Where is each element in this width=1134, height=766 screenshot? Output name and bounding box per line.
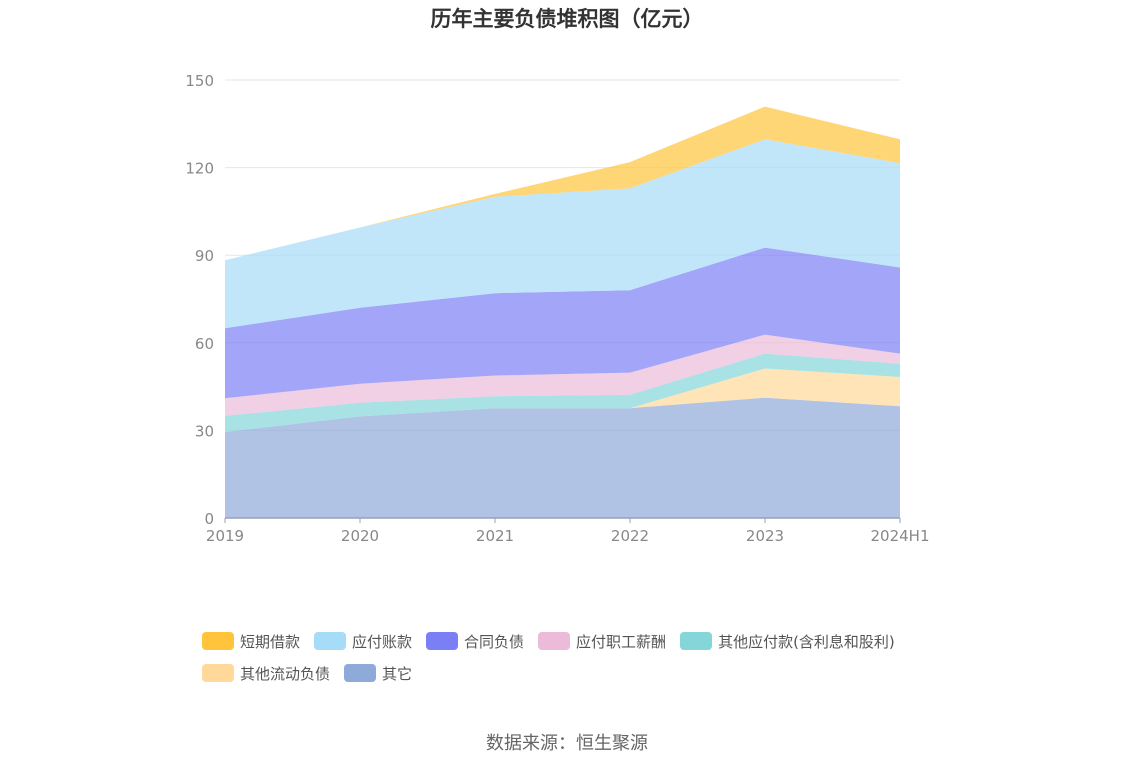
legend-swatch (344, 664, 377, 682)
legend-label: 其他流动负债 (240, 664, 331, 683)
legend-label: 应付账款 (352, 632, 413, 651)
stacked-area-chart: 0 30 60 90 120 150 2019 2020 2021 2022 2023 2024H1 (185, 72, 929, 545)
y-tick-label: 60 (195, 335, 214, 353)
area-series-3[interactable] (225, 334, 900, 416)
x-tick-label: 2023 (746, 527, 784, 545)
data-source: 数据来源：恒生聚源 (486, 733, 648, 754)
chart-title: 历年主要负债堆积图（亿元） (430, 7, 704, 31)
y-tick-label: 0 (204, 510, 214, 528)
y-tick-label: 120 (185, 160, 214, 178)
area-series-6[interactable] (225, 106, 900, 261)
legend-label: 应付职工薪酬 (576, 632, 667, 651)
legend-item[interactable]: 应付账款 (314, 630, 412, 652)
y-tick-label: 30 (195, 422, 214, 440)
legend-swatch (202, 664, 234, 682)
legend-item[interactable]: 其他流动负债 (202, 662, 330, 684)
legend-swatch (314, 632, 347, 650)
area-series-2[interactable] (225, 353, 900, 432)
x-tick-label: 2021 (476, 527, 514, 545)
x-tick-label: 2020 (341, 527, 379, 545)
x-tick-label: 2022 (611, 527, 649, 545)
area-series-5[interactable] (225, 139, 900, 329)
legend-item[interactable]: 应付职工薪酬 (538, 630, 666, 652)
y-tick-label: 90 (195, 247, 214, 265)
legend-label: 短期借款 (240, 632, 301, 651)
axis-layer: 0 30 60 90 120 150 2019 2020 2021 2022 2023 2024H1 (185, 72, 929, 545)
area-series-1[interactable] (225, 368, 900, 432)
area-series-0[interactable] (225, 397, 900, 518)
legend-swatch (538, 632, 571, 650)
area-layer (225, 106, 900, 518)
legend-item[interactable]: 其它 (344, 662, 412, 684)
chart-legend: 短期借款 应付账款 合同负债 应付职工薪酬 其他应付款(含利息和股利) 其他流动负债 其它 (202, 630, 962, 684)
legend-swatch (202, 632, 234, 650)
x-tick-label: 2019 (206, 527, 244, 545)
y-tick-label: 150 (185, 72, 214, 90)
legend-item[interactable]: 短期借款 (202, 630, 300, 652)
legend-swatch (426, 632, 459, 650)
legend-label: 其它 (382, 664, 413, 683)
legend-swatch (680, 632, 713, 650)
legend-item[interactable]: 其他应付款(含利息和股利) (680, 630, 895, 652)
x-tick-label: 2024H1 (871, 527, 930, 545)
area-series-4[interactable] (225, 247, 900, 399)
legend-label: 合同负债 (464, 632, 525, 651)
legend-label: 其他应付款(含利息和股利) (718, 632, 895, 651)
legend-item[interactable]: 合同负债 (426, 630, 524, 652)
